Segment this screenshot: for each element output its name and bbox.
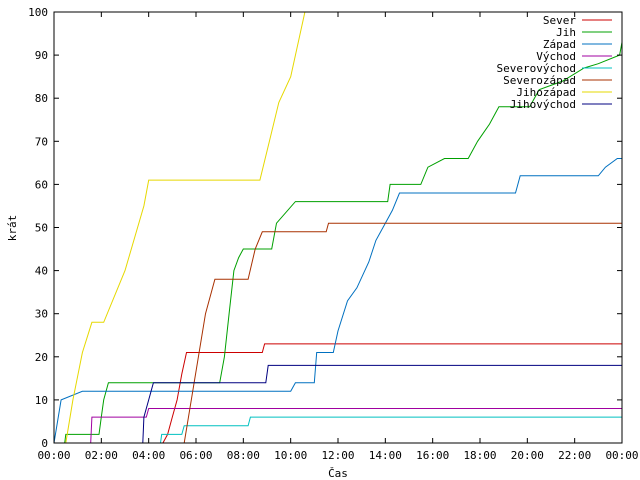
legend-label: Sever [543,14,576,27]
y-tick-label: 60 [35,178,48,191]
y-tick-label: 90 [35,49,48,62]
x-tick-label: 08:00 [227,449,260,462]
x-tick-label: 00:00 [37,449,70,462]
x-tick-label: 02:00 [85,449,118,462]
y-tick-label: 30 [35,308,48,321]
x-tick-label: 20:00 [511,449,544,462]
y-tick-label: 100 [28,6,48,19]
series-line-3 [54,158,622,443]
legend-label: Jihovýchod [510,98,576,111]
x-tick-label: 10:00 [274,449,307,462]
series-line-7 [54,12,306,443]
legend-label: Jih [556,26,576,39]
series-layer [54,12,622,443]
x-tick-label: 00:00 [605,449,638,462]
x-tick-label: 06:00 [179,449,212,462]
x-tick-label: 22:00 [558,449,591,462]
y-tick-label: 50 [35,222,48,235]
y-tick-label: 70 [35,135,48,148]
y-axis-title: krát [6,215,19,242]
ticks-layer: 00:00 02:00 04:00 06:00 08:00 10:00 12:00 14:00… [28,6,638,462]
x-tick-label: 14:00 [369,449,402,462]
series-line-1 [54,343,622,443]
series-line-8 [54,364,622,443]
x-tick-label: 04:00 [132,449,165,462]
series-line-4 [54,408,622,443]
x-axis-title: Čas [328,467,348,480]
y-tick-label: 40 [35,265,48,278]
legend: SeverJihZápadVýchodSeverovýchodSeverozáp… [497,14,612,111]
series-line-2 [54,42,622,443]
series-line-6 [54,222,622,443]
legend-label: Jihozápad [516,86,576,99]
legend-label: Severovýchod [497,62,576,75]
legend-label: Severozápad [503,74,576,87]
series-line-5 [54,416,622,443]
y-tick-label: 20 [35,351,48,364]
legend-label: Západ [543,38,576,51]
y-tick-label: 10 [35,394,48,407]
x-tick-label: 18:00 [463,449,496,462]
y-tick-label: 80 [35,92,48,105]
legend-label: Východ [536,50,576,63]
x-tick-label: 16:00 [416,449,449,462]
x-tick-label: 12:00 [321,449,354,462]
y-tick-label: 0 [41,437,48,450]
